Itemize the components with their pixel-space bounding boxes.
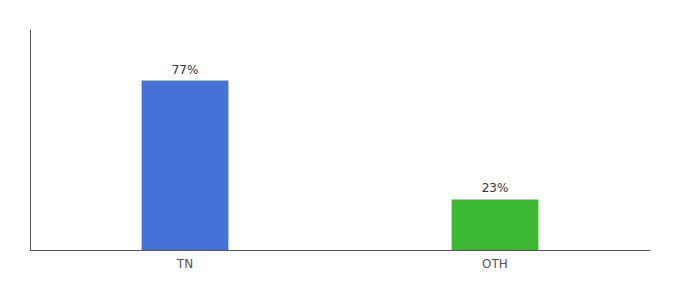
svg-text:23%: 23%	[482, 181, 509, 195]
svg-text:OTH: OTH	[482, 257, 508, 271]
svg-text:77%: 77%	[172, 63, 199, 77]
svg-text:TN: TN	[176, 257, 193, 271]
